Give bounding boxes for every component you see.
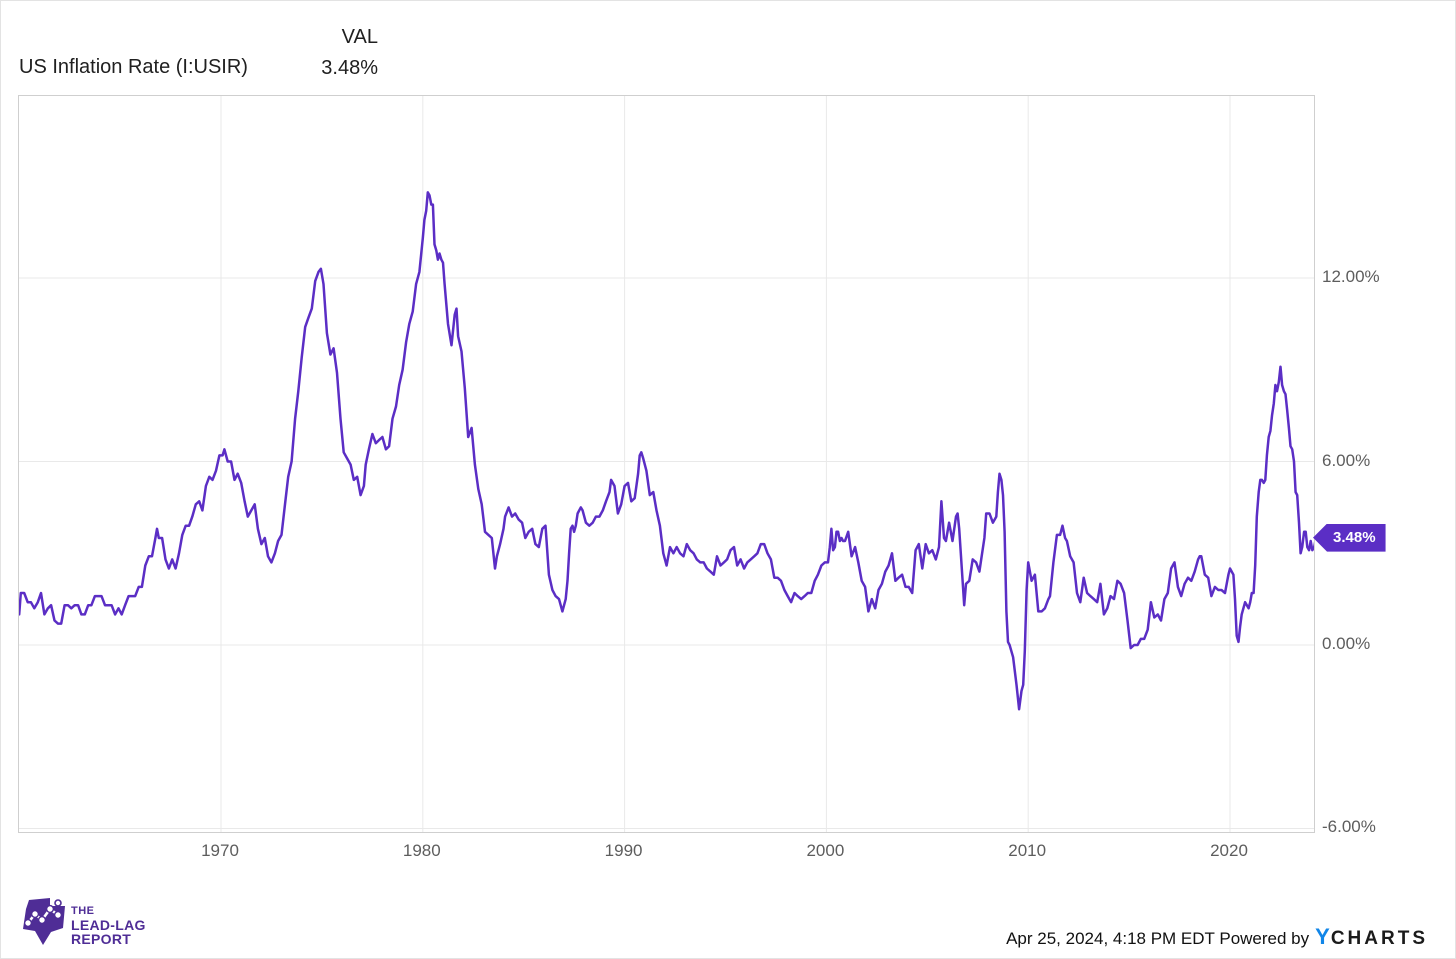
- x-tick-label: 1970: [201, 841, 239, 860]
- plot-area[interactable]: [18, 95, 1315, 833]
- leadlag-report-logo: THE LEAD-LAG REPORT: [20, 897, 146, 952]
- current-value-badge[interactable]: 3.48%: [1313, 523, 1386, 552]
- timestamp: Apr 25, 2024, 4:18 PM EDT Powered by: [1006, 929, 1310, 948]
- current-value-badge-label: 3.48%: [1333, 528, 1376, 546]
- y-tick-label: 12.00%: [1322, 267, 1380, 286]
- x-tick-label: 2010: [1008, 841, 1047, 860]
- x-tick-label: 2000: [806, 841, 845, 860]
- powered-by-label: Powered by: [1219, 929, 1310, 948]
- x-tick-label: 1990: [604, 841, 643, 860]
- val-column-header: VAL: [341, 26, 378, 48]
- current-value: 3.48%: [321, 57, 378, 79]
- y-tick-label: -6.00%: [1322, 817, 1376, 837]
- x-tick-label: 2020: [1210, 841, 1248, 860]
- inflation-series-line: [19, 191, 1314, 711]
- leadlag-logo-text: THE LEAD-LAG REPORT: [71, 904, 146, 946]
- y-tick-label: 6.00%: [1322, 450, 1371, 470]
- y-tick-label: 0.00%: [1322, 634, 1371, 653]
- x-tick-label: 1980: [402, 841, 441, 860]
- ycharts-logo-y: Y: [1315, 924, 1331, 949]
- ycharts-logo[interactable]: Y CHARTS: [1315, 924, 1428, 950]
- attribution: Apr 25, 2024, 4:18 PM EDT Powered by Y CH…: [1006, 924, 1428, 950]
- inflation-line-chart: [19, 96, 1314, 832]
- leadlag-text-line3: REPORT: [71, 930, 132, 947]
- leadlag-text-line1: THE: [71, 904, 95, 917]
- value-column: VAL 3.48%: [290, 26, 378, 80]
- ycharts-logo-text: CHARTS: [1330, 928, 1428, 949]
- series-title: US Inflation Rate (I:USIR): [19, 56, 248, 78]
- leadlag-text-line2: LEAD-LAG: [71, 916, 146, 933]
- leadlag-logo-icon: [20, 897, 66, 952]
